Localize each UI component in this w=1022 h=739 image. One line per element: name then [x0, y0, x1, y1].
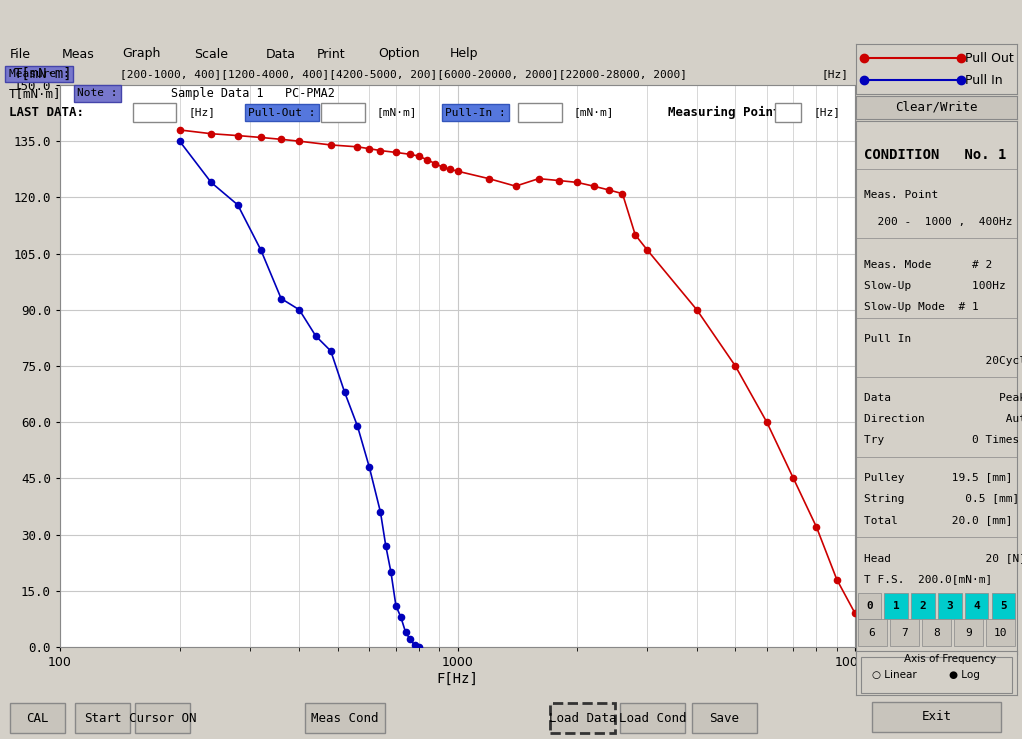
Text: String         0.5 [mm]: String 0.5 [mm]	[864, 494, 1019, 504]
FancyBboxPatch shape	[912, 593, 935, 619]
FancyBboxPatch shape	[890, 619, 919, 646]
Text: Pulley       19.5 [mm]: Pulley 19.5 [mm]	[864, 473, 1013, 483]
Text: Print: Print	[317, 47, 345, 61]
Text: T F.S.  200.0[mN·m]: T F.S. 200.0[mN·m]	[864, 574, 992, 584]
Text: 4: 4	[973, 601, 980, 611]
FancyBboxPatch shape	[884, 593, 908, 619]
Text: Data                Peak: Data Peak	[864, 393, 1022, 403]
FancyBboxPatch shape	[861, 657, 1012, 692]
Text: 1: 1	[893, 601, 899, 611]
FancyBboxPatch shape	[986, 619, 1015, 646]
Text: Meas. Point: Meas. Point	[864, 190, 938, 200]
Text: Meas: Meas	[61, 47, 94, 61]
Text: Clear/Write: Clear/Write	[895, 101, 978, 114]
Text: Pull In: Pull In	[864, 334, 912, 344]
Bar	[620, 703, 685, 733]
Text: Note :: Note :	[77, 89, 118, 98]
Text: Option: Option	[378, 47, 420, 61]
Text: Slow-Up Mode  # 1: Slow-Up Mode # 1	[864, 302, 979, 312]
Text: ○ Linear: ○ Linear	[872, 670, 917, 680]
Text: [Hz]: [Hz]	[822, 69, 848, 79]
Text: Meas. Mode      # 2: Meas. Mode # 2	[864, 259, 992, 270]
Text: Help: Help	[450, 47, 478, 61]
Bar	[10, 703, 65, 733]
Text: 0: 0	[866, 601, 873, 611]
Text: Axis of Frequency: Axis of Frequency	[904, 654, 996, 664]
Text: 7: 7	[900, 627, 908, 638]
Text: 2: 2	[920, 601, 926, 611]
Text: Direction            Auto: Direction Auto	[864, 414, 1022, 424]
Text: Total        20.0 [mm]: Total 20.0 [mm]	[864, 515, 1013, 525]
Text: Exit: Exit	[922, 710, 951, 723]
FancyBboxPatch shape	[938, 593, 962, 619]
FancyBboxPatch shape	[922, 619, 950, 646]
Text: Pull Out: Pull Out	[966, 52, 1014, 66]
Text: Pull-In :: Pull-In :	[446, 107, 506, 118]
X-axis label: F[Hz]: F[Hz]	[436, 672, 478, 686]
Text: 200 -  1000 ,  400Hz: 200 - 1000 , 400Hz	[864, 217, 1013, 227]
Text: Try             0 Times: Try 0 Times	[864, 435, 1019, 446]
Text: Start: Start	[84, 712, 122, 724]
Text: 5: 5	[1001, 601, 1007, 611]
Text: CAL: CAL	[27, 712, 49, 724]
Text: Sample Data 1   PC-PMA2: Sample Data 1 PC-PMA2	[172, 87, 335, 100]
Bar	[75, 703, 130, 733]
Text: 9: 9	[965, 627, 972, 638]
Text: Save: Save	[709, 712, 740, 724]
Text: [mN·m]: [mN·m]	[377, 107, 417, 118]
Text: [200-1000, 400][1200-4000, 400][4200-5000, 200][6000-20000, 2000][22000-28000, 2: [200-1000, 400][1200-4000, 400][4200-500…	[120, 69, 687, 79]
Text: Meas Cond: Meas Cond	[312, 712, 379, 724]
Text: ● Log: ● Log	[949, 670, 980, 680]
Text: 10: 10	[994, 627, 1008, 638]
FancyBboxPatch shape	[965, 593, 988, 619]
Text: 6: 6	[869, 627, 876, 638]
Text: [mN·m]: [mN·m]	[573, 107, 614, 118]
FancyBboxPatch shape	[955, 619, 983, 646]
Text: Pull-Out :: Pull-Out :	[248, 107, 316, 118]
Text: [Hz]: [Hz]	[188, 107, 216, 118]
Text: Graph: Graph	[123, 47, 161, 61]
Bar	[872, 701, 1001, 732]
FancyBboxPatch shape	[857, 619, 886, 646]
Text: T[mN·m]: T[mN·m]	[8, 87, 61, 100]
Text: Scale: Scale	[194, 47, 228, 61]
Text: Measure :: Measure :	[8, 69, 69, 79]
Text: Measuring Point:: Measuring Point:	[667, 106, 788, 119]
Text: Slow-Up         100Hz: Slow-Up 100Hz	[864, 281, 1006, 291]
Text: Cursor ON: Cursor ON	[129, 712, 196, 724]
Bar	[135, 703, 190, 733]
Bar	[550, 703, 615, 733]
FancyBboxPatch shape	[991, 593, 1015, 619]
Text: File: File	[10, 47, 32, 61]
Text: 8: 8	[933, 627, 940, 638]
Text: Load Cond: Load Cond	[618, 712, 686, 724]
Text: LAST DATA:: LAST DATA:	[8, 106, 84, 119]
Text: CONDITION   No. 1: CONDITION No. 1	[864, 148, 1007, 162]
Bar	[692, 703, 757, 733]
Bar	[305, 703, 385, 733]
Text: 20Cycle: 20Cycle	[864, 355, 1022, 366]
Text: Load Data: Load Data	[549, 712, 616, 724]
FancyBboxPatch shape	[857, 593, 881, 619]
Text: T[mN·m]: T[mN·m]	[14, 67, 73, 81]
Text: Head              20 [N]: Head 20 [N]	[864, 553, 1022, 562]
Text: [Hz]: [Hz]	[814, 107, 840, 118]
Text: Pull In: Pull In	[966, 75, 1003, 87]
Text: 3: 3	[946, 601, 954, 611]
Text: Data: Data	[266, 47, 295, 61]
